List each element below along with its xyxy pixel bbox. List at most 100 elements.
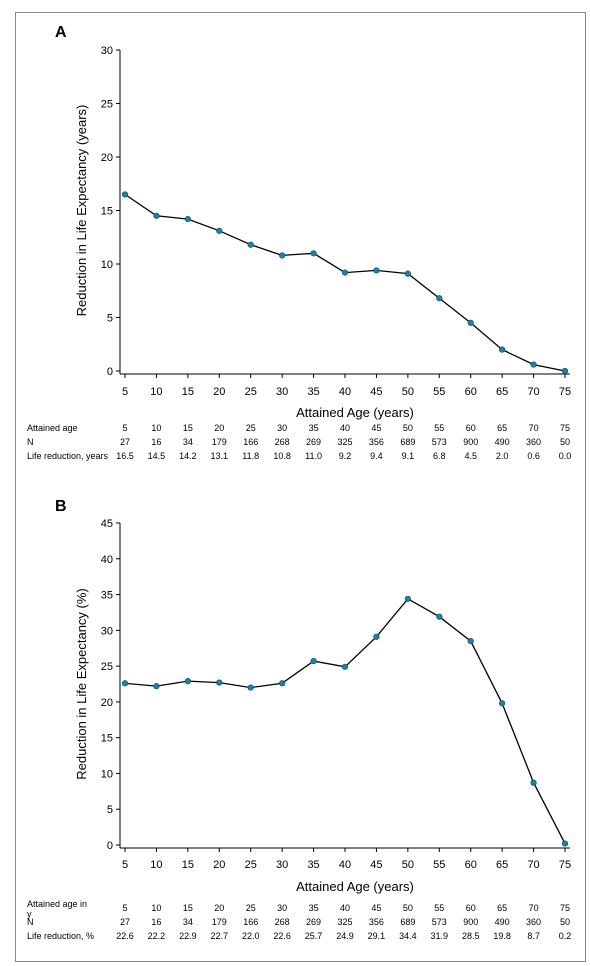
table-row-label: Attained age bbox=[27, 423, 78, 433]
table-row-label-line: Attained age in bbox=[27, 899, 87, 909]
table-cell: 30 bbox=[277, 903, 287, 913]
table-cell: 60 bbox=[466, 903, 476, 913]
table-cell: 16 bbox=[151, 437, 161, 447]
table-cell: 50 bbox=[403, 903, 413, 913]
table-cell: 0.2 bbox=[559, 931, 572, 941]
table-cell: 573 bbox=[432, 437, 447, 447]
data-point bbox=[247, 684, 254, 691]
table-cell: 179 bbox=[212, 437, 227, 447]
data-point bbox=[561, 840, 569, 847]
table-cell: 268 bbox=[275, 917, 290, 927]
table-cell: 50 bbox=[560, 917, 570, 927]
x-tick-label: 65 bbox=[496, 386, 508, 398]
table-cell: 19.8 bbox=[493, 931, 511, 941]
data-point bbox=[121, 191, 129, 198]
table-cell: 5 bbox=[122, 903, 127, 913]
x-tick-label: 35 bbox=[307, 859, 319, 871]
x-tick-label: 15 bbox=[182, 859, 194, 871]
table-cell: 2.0 bbox=[496, 451, 509, 461]
series-line bbox=[124, 193, 566, 372]
table-cell: 70 bbox=[529, 423, 539, 433]
data-point bbox=[373, 267, 380, 274]
x-axis-title: Attained Age (years) bbox=[296, 405, 414, 420]
table-cell: 34 bbox=[183, 917, 193, 927]
table-cell: 16 bbox=[151, 917, 161, 927]
data-point bbox=[216, 227, 223, 234]
table-cell: 269 bbox=[306, 917, 321, 927]
table-cell: 268 bbox=[275, 437, 290, 447]
x-tick-label: 35 bbox=[307, 386, 319, 398]
table-cell: 689 bbox=[400, 437, 415, 447]
table-cell: 22.6 bbox=[116, 931, 134, 941]
table-cell: 30 bbox=[277, 423, 287, 433]
table-cell: 6.8 bbox=[433, 451, 446, 461]
y-tick-label: 45 bbox=[101, 518, 113, 530]
y-tick-label: 35 bbox=[101, 590, 113, 602]
table-cell: 10 bbox=[151, 423, 161, 433]
data-point bbox=[247, 241, 254, 248]
table-cell: 360 bbox=[526, 917, 541, 927]
x-tick-label: 5 bbox=[122, 386, 128, 398]
table-cell: 11.8 bbox=[242, 451, 259, 461]
x-tick-label: 30 bbox=[276, 859, 288, 871]
y-tick-label: 15 bbox=[101, 206, 113, 218]
figure-frame bbox=[15, 12, 586, 962]
data-point bbox=[467, 637, 474, 645]
y-tick-label: 20 bbox=[101, 152, 113, 164]
data-point bbox=[341, 269, 349, 276]
table-cell: 325 bbox=[337, 917, 352, 927]
table-cell: 60 bbox=[466, 423, 476, 433]
table-cell: 0.6 bbox=[527, 451, 540, 461]
data-point bbox=[153, 683, 160, 690]
table-cell: 70 bbox=[529, 903, 539, 913]
panel-letter: B bbox=[55, 498, 67, 515]
table-cell: 40 bbox=[340, 903, 350, 913]
x-tick-label: 60 bbox=[465, 859, 477, 871]
x-tick-label: 55 bbox=[433, 386, 445, 398]
x-tick-label: 60 bbox=[465, 386, 477, 398]
data-point bbox=[467, 319, 474, 326]
x-tick-label: 40 bbox=[339, 386, 351, 398]
table-cell: 14.2 bbox=[179, 451, 197, 461]
table-cell: 29.1 bbox=[368, 931, 386, 941]
table-cell: 14.5 bbox=[148, 451, 166, 461]
table-cell: 65 bbox=[497, 423, 507, 433]
data-point bbox=[561, 367, 569, 375]
table-cell: 9.2 bbox=[339, 451, 352, 461]
table-cell: 45 bbox=[371, 423, 381, 433]
data-point bbox=[499, 700, 506, 707]
data-point bbox=[184, 678, 191, 685]
table-cell: 325 bbox=[337, 437, 352, 447]
data-point bbox=[530, 361, 537, 368]
table-cell: 75 bbox=[560, 903, 570, 913]
y-tick-label: 30 bbox=[101, 625, 113, 637]
table-cell: 40 bbox=[340, 423, 350, 433]
table-row-label: Life reduction, years bbox=[27, 451, 109, 461]
table-cell: 166 bbox=[243, 437, 258, 447]
data-point bbox=[341, 663, 349, 670]
x-tick-label: 65 bbox=[496, 859, 508, 871]
x-tick-label: 40 bbox=[339, 859, 351, 871]
table-cell: 55 bbox=[434, 423, 444, 433]
table-cell: 573 bbox=[432, 917, 447, 927]
table-cell: 34.4 bbox=[399, 931, 417, 941]
y-tick-label: 10 bbox=[101, 768, 113, 780]
table-cell: 10 bbox=[151, 903, 161, 913]
x-tick-label: 25 bbox=[245, 386, 257, 398]
table-cell: 45 bbox=[371, 903, 381, 913]
y-tick-label: 0 bbox=[107, 366, 113, 378]
table-cell: 900 bbox=[463, 917, 478, 927]
table-row-label: Life reduction, % bbox=[27, 931, 94, 941]
table-cell: 24.9 bbox=[336, 931, 354, 941]
x-axis-title: Attained Age (years) bbox=[296, 879, 414, 894]
y-tick-label: 40 bbox=[101, 554, 113, 566]
table-cell: 22.0 bbox=[242, 931, 260, 941]
table-cell: 490 bbox=[495, 437, 510, 447]
table-cell: 35 bbox=[309, 423, 319, 433]
table-cell: 5 bbox=[122, 423, 127, 433]
data-point bbox=[279, 252, 286, 259]
table-cell: 55 bbox=[434, 903, 444, 913]
series-line bbox=[124, 597, 566, 844]
